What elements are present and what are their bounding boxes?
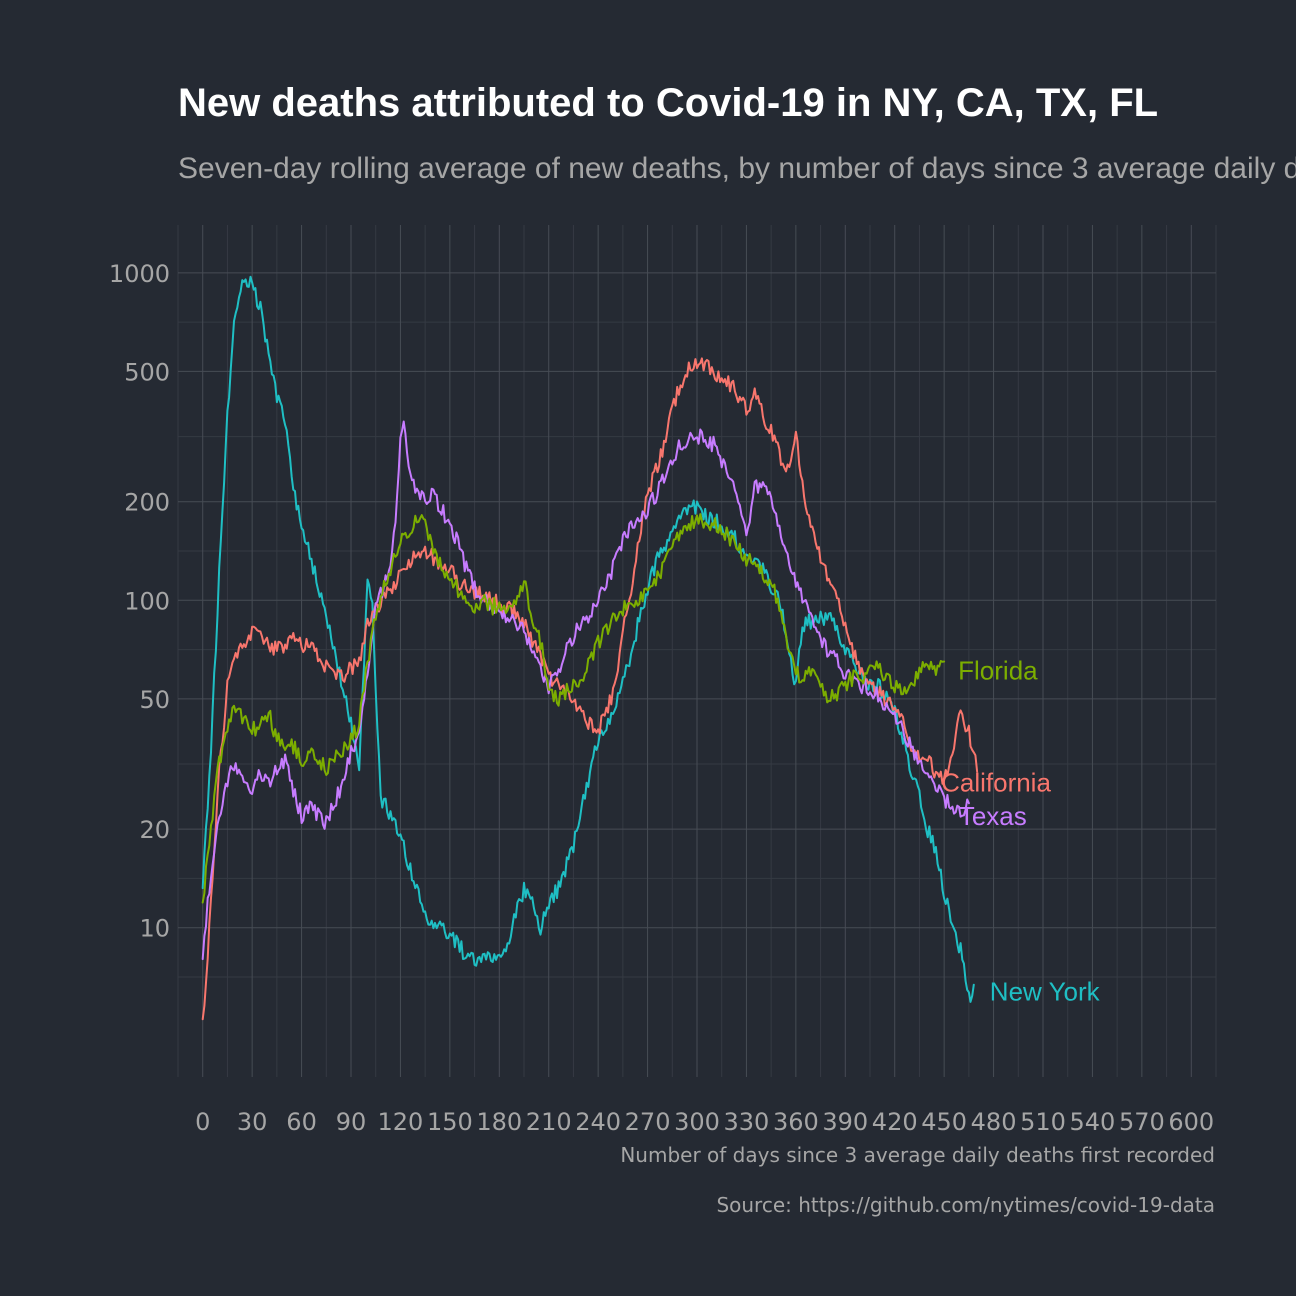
x-tick-label: 60: [286, 1108, 317, 1136]
x-tick-label: 240: [575, 1108, 621, 1136]
source-caption: Source: https://github.com/nytimes/covid…: [716, 1193, 1215, 1217]
x-tick-label: 390: [822, 1108, 868, 1136]
series-label-florida: Florida: [958, 656, 1038, 686]
series-label-new-york: New York: [990, 977, 1101, 1007]
y-tick-label: 1000: [109, 260, 170, 288]
y-tick-label: 10: [139, 915, 170, 943]
series-label-california: California: [941, 767, 1051, 797]
y-tick-label: 100: [124, 587, 170, 615]
series-line-california: [201, 357, 979, 1021]
y-tick-label: 200: [124, 489, 170, 517]
x-tick-label: 210: [526, 1108, 572, 1136]
x-tick-label: 270: [625, 1108, 671, 1136]
x-tick-label: 360: [773, 1108, 819, 1136]
chart-subtitle: Seven-day rolling average of new deaths,…: [178, 152, 1296, 185]
chart-title: New deaths attributed to Covid-19 in NY,…: [178, 81, 1158, 125]
x-tick-label: 300: [674, 1108, 720, 1136]
y-tick-label: 50: [139, 686, 170, 714]
x-axis-label: Number of days since 3 average daily dea…: [620, 1143, 1215, 1167]
series-labels: New York California Texas Florida: [941, 656, 1101, 1007]
series-line-texas: [201, 420, 970, 961]
x-tick-label: 540: [1070, 1108, 1116, 1136]
series-line-florida: [201, 513, 946, 904]
x-tick-label: 120: [378, 1108, 424, 1136]
series-label-texas: Texas: [959, 801, 1027, 831]
grid: [177, 225, 1217, 1077]
y-axis-ticks: 10 20 50 100 200 500 1000: [109, 260, 170, 943]
x-tick-label: 150: [427, 1108, 473, 1136]
x-tick-label: 330: [724, 1108, 770, 1136]
x-tick-label: 180: [476, 1108, 522, 1136]
series-lines: [201, 275, 979, 1021]
x-tick-label: 90: [336, 1108, 367, 1136]
x-tick-label: 30: [237, 1108, 268, 1136]
y-tick-label: 20: [139, 816, 170, 844]
x-tick-label: 450: [921, 1108, 967, 1136]
x-tick-label: 510: [1020, 1108, 1066, 1136]
y-tick-label: 500: [124, 358, 170, 386]
x-tick-label: 600: [1168, 1108, 1214, 1136]
x-tick-label: 0: [195, 1108, 210, 1136]
x-axis-ticks: 0 30 60 90 120 150 180 210 240 270 300 330 360 390 420…: [195, 1108, 1214, 1136]
x-tick-label: 570: [1119, 1108, 1165, 1136]
series-line-new-york: [201, 275, 975, 1003]
x-tick-label: 420: [872, 1108, 918, 1136]
x-tick-label: 480: [971, 1108, 1017, 1136]
